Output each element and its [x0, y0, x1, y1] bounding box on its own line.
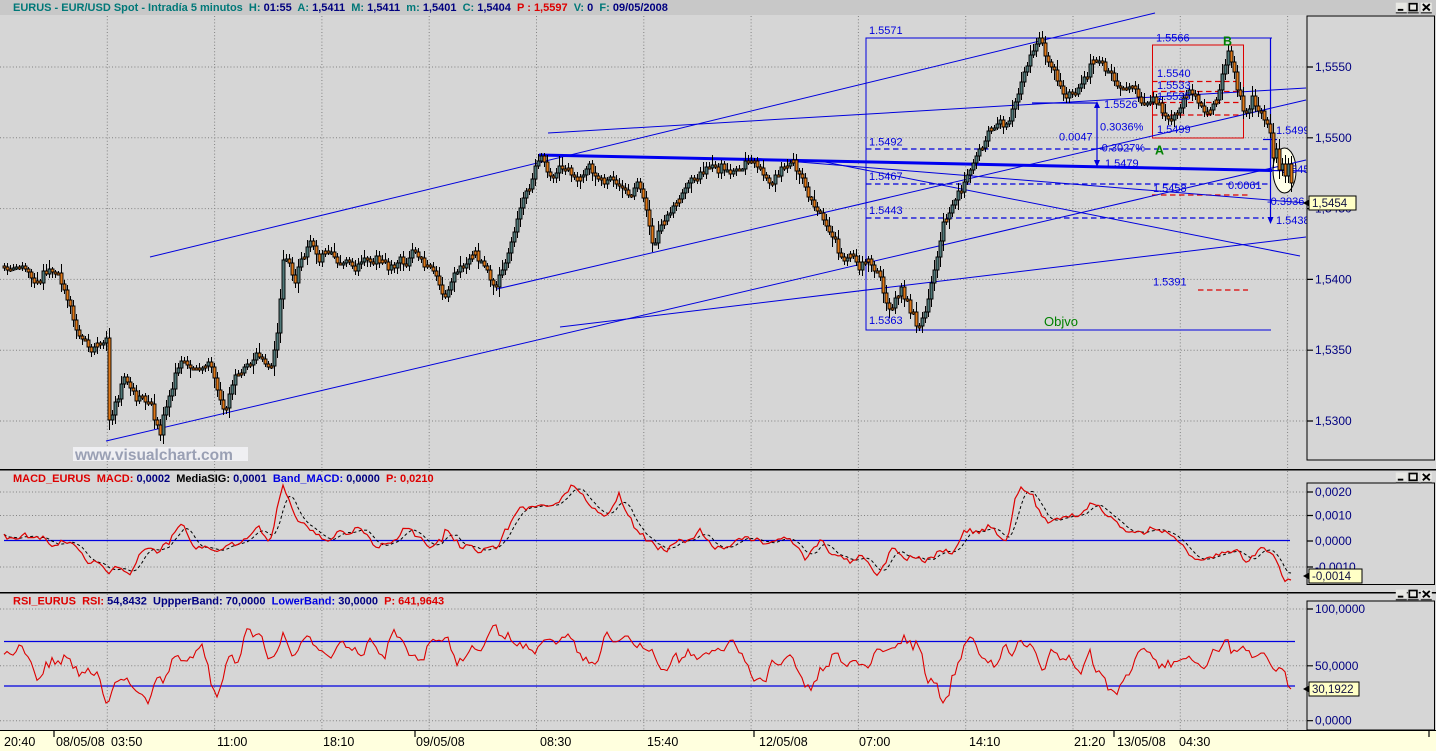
svg-text:1.5479: 1.5479 — [1105, 158, 1139, 170]
svg-text:1.5533: 1.5533 — [1157, 80, 1191, 92]
svg-text:50,0000: 50,0000 — [1315, 659, 1359, 673]
svg-text:1,5400: 1,5400 — [1315, 272, 1352, 286]
svg-text:1.5499: 1.5499 — [1276, 125, 1310, 137]
svg-text:1,5350: 1,5350 — [1315, 343, 1352, 357]
svg-text:03:50: 03:50 — [111, 735, 142, 749]
svg-text:A: A — [1155, 144, 1164, 158]
svg-text:0,0000: 0,0000 — [1315, 534, 1352, 548]
svg-text:07:00: 07:00 — [859, 735, 890, 749]
svg-text:1,5300: 1,5300 — [1315, 414, 1352, 428]
svg-text:1.5363: 1.5363 — [869, 315, 903, 327]
svg-text:08:30: 08:30 — [540, 735, 571, 749]
svg-text:30,1922: 30,1922 — [1312, 684, 1354, 696]
svg-text:20:40: 20:40 — [4, 735, 35, 749]
svg-text:13/05/08: 13/05/08 — [1117, 735, 1166, 749]
svg-text:15:40: 15:40 — [647, 735, 678, 749]
svg-text:1,5550: 1,5550 — [1315, 60, 1352, 74]
svg-text:1.5526: 1.5526 — [1104, 99, 1138, 111]
svg-text:EURUS - EUR/USD Spot - Intradí: EURUS - EUR/USD Spot - Intradía 5 minuto… — [13, 2, 668, 14]
svg-text:1.5467: 1.5467 — [869, 171, 903, 183]
svg-text:14:10: 14:10 — [969, 735, 1000, 749]
svg-text:1,5500: 1,5500 — [1315, 131, 1352, 145]
svg-text:www.visualchart.com: www.visualchart.com — [74, 447, 233, 464]
svg-text:09/05/08: 09/05/08 — [416, 735, 465, 749]
svg-text:1.5443: 1.5443 — [869, 205, 903, 217]
svg-text:1.5499: 1.5499 — [1157, 124, 1191, 136]
svg-text:RSI_EURUS RSI: 54,8432 Upppe: RSI_EURUS RSI: 54,8432 UppperBand: 70,00… — [13, 596, 444, 608]
svg-text:12/05/08: 12/05/08 — [759, 735, 808, 749]
svg-text:21:20: 21:20 — [1074, 735, 1105, 749]
svg-text:1.5566: 1.5566 — [1156, 33, 1190, 45]
svg-text:B: B — [1223, 35, 1232, 49]
svg-text:Objvo: Objvo — [1044, 314, 1078, 329]
svg-text:1.5540: 1.5540 — [1157, 68, 1191, 80]
svg-text:MACD_EURUS MACD: 0,0002 Medi: MACD_EURUS MACD: 0,0002 MediaSIG: 0,0001… — [13, 473, 434, 485]
svg-text:-0,0014: -0,0014 — [1312, 571, 1352, 583]
svg-text:0.3036%: 0.3036% — [1100, 122, 1144, 134]
svg-text:1,5454: 1,5454 — [1312, 198, 1348, 210]
svg-text:1.5458: 1.5458 — [1153, 183, 1187, 195]
svg-text:1.5571: 1.5571 — [869, 25, 903, 37]
svg-text:0,0010: 0,0010 — [1315, 509, 1352, 523]
svg-text:-0.3027%: -0.3027% — [1098, 143, 1145, 155]
svg-text:0,0000: 0,0000 — [1315, 714, 1352, 728]
svg-text:100,0000: 100,0000 — [1315, 602, 1365, 616]
svg-text:1.5438: 1.5438 — [1276, 215, 1310, 227]
svg-text:0,0020: 0,0020 — [1315, 485, 1352, 499]
svg-text:08/05/08: 08/05/08 — [56, 735, 105, 749]
svg-text:18:10: 18:10 — [323, 735, 354, 749]
svg-text:1.5391: 1.5391 — [1153, 277, 1187, 289]
svg-text:-0.3936: -0.3936 — [1267, 196, 1304, 208]
svg-text:04:30: 04:30 — [1179, 735, 1210, 749]
svg-text:0.0061: 0.0061 — [1228, 180, 1262, 192]
svg-text:0.0047: 0.0047 — [1059, 132, 1093, 144]
svg-text:1.5492: 1.5492 — [869, 137, 903, 149]
svg-text:11:00: 11:00 — [217, 735, 247, 749]
svg-text:1.5525: 1.5525 — [1157, 91, 1191, 103]
